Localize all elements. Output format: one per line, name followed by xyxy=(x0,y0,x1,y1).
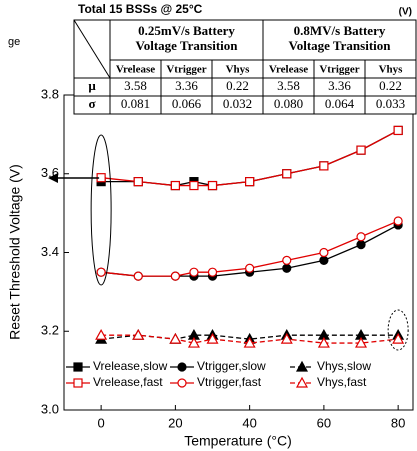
marker xyxy=(319,161,329,171)
marker xyxy=(245,263,255,273)
legend-label: Vtrigger,slow xyxy=(197,359,266,373)
table-cell: 0.080 xyxy=(274,96,303,111)
marker xyxy=(169,332,182,344)
legend-marker xyxy=(73,378,83,388)
marker xyxy=(170,271,180,281)
y-tick-label: 3.8 xyxy=(41,86,59,101)
table-cell: 0.081 xyxy=(121,96,150,111)
table-diagonal xyxy=(73,19,111,79)
table-title: Total 15 BSSs @ 25°C xyxy=(78,2,203,16)
table-cell: 3.58 xyxy=(277,78,300,93)
table-cell: 0.032 xyxy=(223,96,252,111)
table-group-header: Voltage Transition xyxy=(289,38,392,53)
legend-label: Vhys,fast xyxy=(317,375,367,389)
table-row-header: σ xyxy=(88,96,95,111)
y-tick-label: 3.4 xyxy=(41,244,59,259)
table-column-header: Vtrigger xyxy=(166,64,206,76)
x-tick-label: 60 xyxy=(317,415,331,430)
table-cell: 0.22 xyxy=(379,78,402,93)
table-group-header: Voltage Transition xyxy=(136,38,239,53)
annotation: ge xyxy=(8,36,20,48)
marker xyxy=(96,267,106,277)
marker xyxy=(393,125,403,136)
marker xyxy=(207,267,218,277)
marker xyxy=(356,145,366,155)
marker xyxy=(319,247,329,258)
marker xyxy=(133,177,143,187)
marker xyxy=(317,336,330,348)
table-title-bg xyxy=(74,0,417,20)
legend-marker xyxy=(177,378,187,388)
table-cell: 0.066 xyxy=(172,96,202,111)
table-column-header: Vhys xyxy=(226,64,251,76)
marker xyxy=(282,255,292,265)
y-axis-label: Reset Threshold Voltage (V) xyxy=(7,164,23,340)
legend-label: Vhys,slow xyxy=(317,359,371,373)
table-cell: 3.36 xyxy=(175,78,198,93)
marker xyxy=(206,332,219,344)
y-tick-label: 3.2 xyxy=(41,323,59,338)
marker xyxy=(280,332,293,344)
series-line xyxy=(101,334,399,340)
marker xyxy=(355,336,368,348)
x-tick-label: 40 xyxy=(242,415,256,430)
legend-label: Vrelease,slow xyxy=(93,359,168,373)
table-group-header: 0.25mV/s Battery xyxy=(138,23,235,38)
table-group-header: 0.8MV/s Battery xyxy=(294,23,386,38)
table-cell: 3.36 xyxy=(328,78,351,93)
legend-marker xyxy=(73,362,83,372)
marker xyxy=(133,271,143,281)
y-tick-label: 3.0 xyxy=(41,401,59,416)
table-cell: 3.58 xyxy=(124,78,147,93)
highlight-ellipse xyxy=(387,309,409,351)
table: Total 15 BSSs @ 25°C (V)0.25mV/s BatteryV… xyxy=(73,0,417,115)
table-cell: 0.22 xyxy=(226,78,249,93)
table-column-header: Vhys xyxy=(379,64,404,76)
table-unit: (V) xyxy=(399,7,412,18)
marker xyxy=(282,169,292,179)
highlight-ellipse xyxy=(90,134,112,286)
arrowhead xyxy=(48,173,58,183)
series-line xyxy=(101,129,399,187)
marker xyxy=(392,332,405,344)
table-row-header: μ xyxy=(88,78,96,93)
x-tick-label: 80 xyxy=(391,415,405,430)
marker xyxy=(189,267,199,277)
x-axis-label: Temperature (°C) xyxy=(184,433,292,449)
marker xyxy=(95,328,108,340)
series-line xyxy=(101,334,399,344)
legend-label: Vrelease,fast xyxy=(93,375,163,389)
marker xyxy=(356,232,366,242)
legend-marker xyxy=(295,360,309,372)
marker xyxy=(319,255,329,265)
table-cell: 0.064 xyxy=(325,96,355,111)
marker xyxy=(207,180,218,191)
series-line xyxy=(101,220,399,277)
marker xyxy=(187,336,200,348)
marker xyxy=(189,180,199,191)
table-column-header: Vtrigger xyxy=(319,64,359,76)
marker xyxy=(170,180,180,191)
x-tick-label: 0 xyxy=(98,415,105,430)
table-column-header: Vrelease xyxy=(116,64,155,76)
marker xyxy=(245,177,255,187)
marker xyxy=(282,263,292,273)
legend-marker xyxy=(177,362,187,372)
legend-label: Vtrigger,fast xyxy=(197,375,262,389)
legend-marker xyxy=(295,376,309,388)
marker xyxy=(132,328,145,340)
marker xyxy=(243,336,256,348)
table-column-header: Vrelease xyxy=(269,64,308,76)
marker xyxy=(393,216,403,226)
marker xyxy=(356,240,366,250)
x-tick-label: 20 xyxy=(168,415,182,430)
table-bg xyxy=(73,19,417,115)
table-cell: 0.033 xyxy=(376,96,405,111)
